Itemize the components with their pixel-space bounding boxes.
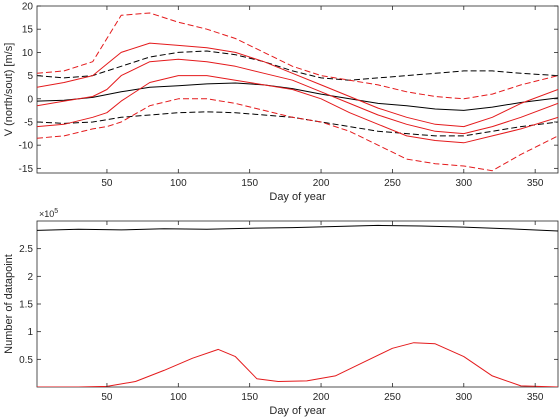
- y-tick-label: 5: [27, 71, 33, 82]
- series-group: [37, 13, 558, 171]
- y-axis-label: Number of datapoint: [3, 254, 15, 354]
- series-line-5: [37, 76, 558, 143]
- series-line-4: [37, 43, 558, 127]
- y-tick-label: -15: [19, 164, 34, 175]
- y-exponent-power: 5: [54, 208, 58, 215]
- x-tick-label: 200: [313, 392, 330, 403]
- y-tick-label: 20: [22, 2, 34, 13]
- x-tick-label: 100: [170, 178, 187, 189]
- y-tick-label: -10: [19, 141, 34, 152]
- y-tick-label: 15: [22, 25, 34, 36]
- y-tick-label: 1.5: [19, 300, 33, 311]
- x-tick-label: 50: [101, 178, 113, 189]
- y-tick-label: -5: [24, 117, 33, 128]
- x-axis-label: Day of year: [269, 191, 326, 203]
- x-tick-label: 200: [313, 178, 330, 189]
- series-line-7: [37, 99, 558, 171]
- y-tick-label: 1: [27, 327, 33, 338]
- y-tick-label: 2.5: [19, 244, 33, 255]
- x-tick-label: 300: [455, 392, 472, 403]
- y-tick-label: 0.5: [19, 355, 33, 366]
- x-tick-label: 300: [455, 178, 472, 189]
- axes-box: [37, 221, 558, 387]
- series-line-0: [37, 225, 558, 231]
- x-tick-label: 50: [101, 392, 113, 403]
- x-tick-label: 350: [527, 178, 544, 189]
- y-tick-label: 10: [22, 48, 34, 59]
- bottom-datapoint-count-plot: 50 100 150 200 250 300 350 0.5 1 1.5 2 2.5 ×105 Day o…: [3, 208, 558, 417]
- x-tick-label: 250: [384, 178, 401, 189]
- x-tick-label: 150: [241, 178, 258, 189]
- series-group: [37, 225, 558, 387]
- y-exponent-label: ×105: [39, 208, 58, 219]
- y-axis-label: V (north/sout) [m/s]: [3, 43, 15, 137]
- y-tick-label: 2: [27, 272, 33, 283]
- y-tick-label: 0: [27, 94, 33, 105]
- series-line-6: [37, 13, 558, 99]
- top-velocity-plot: 50 100 150 200 250 300 350 -15 -10 -5 0 5 10 15 20 Day …: [3, 2, 558, 204]
- series-line-1: [37, 343, 558, 387]
- x-tick-label: 350: [527, 392, 544, 403]
- x-axis-label: Day of year: [269, 405, 326, 417]
- x-tick-label: 150: [241, 392, 258, 403]
- x-tick-label: 250: [384, 392, 401, 403]
- series-line-2: [37, 112, 558, 136]
- x-tick-label: 100: [170, 392, 187, 403]
